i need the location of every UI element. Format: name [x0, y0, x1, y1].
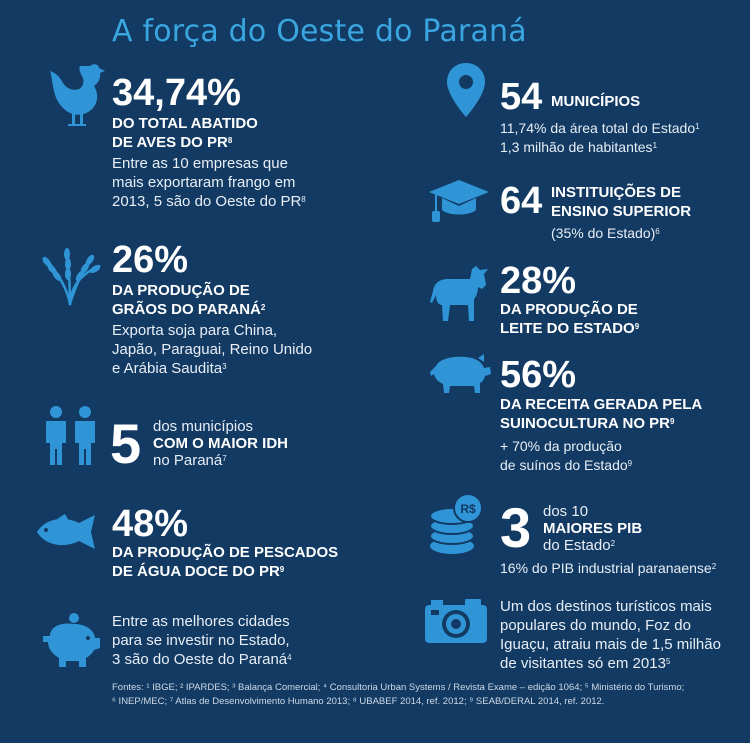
invest-line1: Entre as melhores cidades	[112, 613, 290, 630]
grains-desc-sup: 3	[222, 362, 227, 371]
idh-text: dos municípios COM O MAIOR IDH no Paraná…	[153, 418, 288, 469]
cow-icon	[430, 266, 488, 321]
pib-value: 3	[500, 496, 532, 559]
turismo-line2: populares do mundo, Foz do	[500, 617, 691, 634]
suino-label: DA RECEITA GERADA PELA SUINOCULTURA NO P…	[500, 395, 702, 433]
leite-label: DA PRODUÇÃO DE LEITE DO ESTADO9	[500, 300, 639, 338]
idh-line3: no Paraná	[153, 452, 223, 469]
turismo-text: Um dos destinos turísticos mais populare…	[500, 597, 721, 673]
leite-value: 28%	[500, 260, 577, 302]
suino-label-sup: 9	[670, 417, 675, 426]
fish-label-line1: DA PRODUÇÃO DE PESCADOS	[112, 544, 339, 561]
pib-desc-text: 16% do PIB industrial paranaense	[500, 560, 712, 576]
grains-value: 26%	[112, 239, 189, 281]
piggy-bank-icon	[43, 613, 100, 667]
leite-label-sup: 9	[634, 322, 640, 331]
suino-desc-sup: 9	[627, 459, 633, 468]
municipios-desc-sup1: 1	[695, 122, 700, 131]
graduation-cap-icon	[429, 180, 489, 222]
ensino-label: INSTITUIÇÕES DE ENSINO SUPERIOR	[551, 183, 691, 221]
wheat-icon	[42, 248, 101, 306]
fish-value: 48%	[112, 503, 189, 545]
pig-icon	[430, 354, 491, 393]
location-pin-icon	[447, 63, 485, 117]
pib-desc-sup: 2	[711, 562, 717, 571]
sources-line2: ⁶ INEP/MEC; ⁷ Atlas de Desenvolvimento H…	[112, 696, 605, 707]
invest-text: Entre as melhores cidades para se invest…	[112, 612, 292, 669]
suino-desc-line1: + 70% da produção	[500, 438, 622, 454]
fish-label-sup: 9	[279, 565, 285, 574]
turismo-line4: de visitantes só em 2013	[500, 655, 666, 672]
fish-label: DA PRODUÇÃO DE PESCADOS DE ÁGUA DOCE DO …	[112, 543, 338, 581]
municipios-desc-line2: 1,3 milhão de habitantes	[500, 139, 653, 155]
pib-line1: dos 10	[543, 503, 589, 520]
grains-desc-line3: e Arábia Saudita	[112, 360, 223, 377]
municipios-desc-sup2: 1	[652, 141, 658, 150]
suino-desc-line2: de suínos do Estado	[500, 457, 628, 473]
idh-line2: COM O MAIOR IDH	[153, 435, 288, 452]
ensino-value: 64	[500, 180, 543, 222]
idh-value: 5	[110, 412, 142, 475]
people-icon	[46, 406, 95, 465]
page-title: A força do Oeste do Paraná	[112, 14, 527, 49]
grains-desc-line1: Exporta soja para China,	[112, 322, 278, 339]
poultry-label-sup: 8	[227, 136, 233, 145]
grains-desc: Exporta soja para China, Japão, Paraguai…	[112, 321, 312, 378]
pib-line2: MAIORES PIB	[543, 520, 643, 537]
grains-label: DA PRODUÇÃO DE GRÃOS DO PARANÁ2	[112, 281, 265, 319]
invest-line3: 3 são do Oeste do Paraná	[112, 651, 288, 668]
turismo-line1: Um dos destinos turísticos mais	[500, 598, 712, 615]
sources-line1: Fontes: ¹ IBGE; ² IPARDES; ³ Balança Com…	[112, 682, 685, 693]
chicken-icon	[50, 64, 105, 126]
idh-line1: dos municípios	[153, 418, 254, 435]
ensino-desc-sup: 6	[655, 227, 660, 236]
grains-label-sup: 2	[260, 303, 266, 312]
suino-label-line1: DA RECEITA GERADA PELA	[500, 396, 703, 413]
camera-icon	[425, 599, 487, 643]
coin-label: R$	[460, 502, 476, 516]
pib-sup: 2	[610, 539, 616, 548]
sources-footer: Fontes: ¹ IBGE; ² IPARDES; ³ Balança Com…	[112, 681, 702, 709]
leite-label-line2: LEITE DO ESTADO	[500, 320, 635, 337]
ensino-label-line1: INSTITUIÇÕES DE	[551, 184, 682, 201]
poultry-label-line1: DO TOTAL ABATIDO	[112, 115, 258, 132]
poultry-desc-line3: 2013, 5 são do Oeste do PR	[112, 193, 302, 210]
grains-desc-line2: Japão, Paraguai, Reino Unido	[112, 341, 313, 358]
grains-label-line1: DA PRODUÇÃO DE	[112, 282, 250, 299]
poultry-desc-line1: Entre as 10 empresas que	[112, 155, 288, 172]
turismo-line3: Iguaçu, atraiu mais de 1,5 milhão	[500, 636, 721, 653]
municipios-value: 54	[500, 76, 543, 118]
leite-label-line1: DA PRODUÇÃO DE	[500, 301, 638, 318]
invest-line2: para se investir no Estado,	[112, 632, 290, 649]
turismo-sup: 5	[665, 657, 671, 666]
pib-desc: 16% do PIB industrial paranaense2	[500, 559, 716, 578]
suino-desc: + 70% da produção de suínos do Estado9	[500, 437, 632, 475]
fish-label-line2: DE ÁGUA DOCE DO PR	[112, 563, 280, 580]
fish-icon	[37, 514, 95, 549]
suino-label-line2: SUINOCULTURA NO PR	[500, 415, 670, 432]
poultry-desc-line2: mais exportaram frango em	[112, 174, 296, 191]
pib-text: dos 10 MAIORES PIB do Estado2	[543, 503, 642, 554]
pib-line3: do Estado	[543, 537, 611, 554]
ensino-label-line2: ENSINO SUPERIOR	[551, 203, 692, 220]
poultry-value: 34,74%	[112, 72, 241, 114]
invest-sup: 4	[287, 653, 292, 662]
poultry-desc: Entre as 10 empresas que mais exportaram…	[112, 154, 306, 211]
grains-label-line2: GRÃOS DO PARANÁ	[112, 301, 261, 318]
municipios-desc-line1: 11,74% da área total do Estado	[500, 120, 696, 136]
suino-value: 56%	[500, 354, 577, 396]
poultry-desc-sup: 8	[301, 195, 306, 204]
municipios-desc: 11,74% da área total do Estado1 1,3 milh…	[500, 119, 700, 157]
municipios-label: MUNICÍPIOS	[551, 93, 641, 110]
ensino-desc-text: (35% do Estado)	[551, 225, 656, 241]
poultry-label: DO TOTAL ABATIDO DE AVES DO PR8	[112, 114, 258, 152]
ensino-desc: (35% do Estado)6	[551, 224, 660, 243]
coins-icon: R$	[429, 494, 483, 554]
poultry-label-line2: DE AVES DO PR	[112, 134, 228, 151]
idh-sup: 7	[222, 454, 227, 463]
